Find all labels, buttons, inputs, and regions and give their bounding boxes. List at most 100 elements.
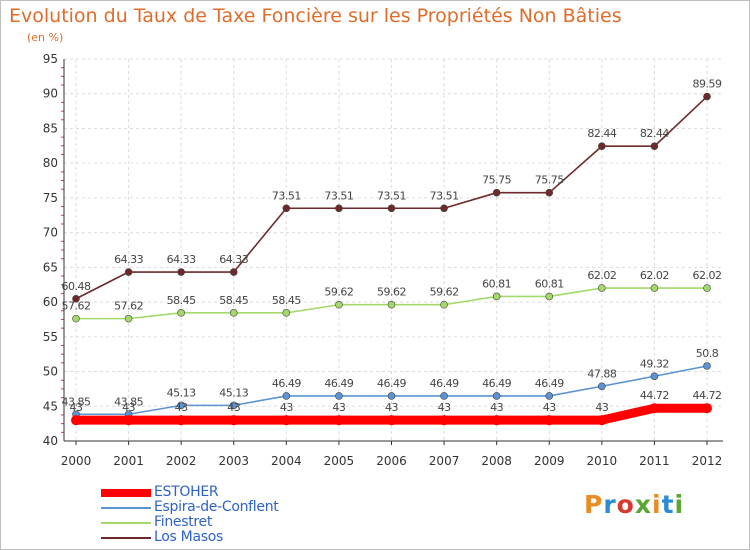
data-point [650, 372, 659, 381]
data-point [545, 188, 554, 197]
data-point [282, 392, 291, 400]
data-label: 43 [385, 401, 398, 414]
data-point [598, 382, 606, 391]
data-label: 58.45 [272, 294, 301, 307]
data-label: 59.62 [377, 286, 406, 299]
x-tick-label: 2003 [218, 454, 249, 468]
x-tick-label: 2011 [639, 454, 670, 468]
data-point [123, 415, 134, 426]
logo-letter: o [616, 490, 635, 519]
data-point [124, 268, 133, 276]
data-label: 62.02 [587, 269, 616, 282]
y-tick-label: 95 [43, 52, 58, 66]
logo-letter: x [634, 490, 652, 519]
data-label: 73.51 [430, 189, 459, 202]
data-label: 60.48 [62, 280, 91, 293]
data-label: 58.45 [167, 294, 196, 307]
data-label: 73.51 [377, 189, 406, 202]
y-tick-label: 55 [43, 330, 58, 344]
data-label: 60.81 [482, 277, 511, 290]
data-point [545, 392, 554, 400]
legend-swatch [101, 537, 151, 539]
data-point [649, 403, 660, 414]
data-label: 45.13 [219, 386, 248, 399]
data-point [650, 142, 659, 151]
data-label: 43 [227, 401, 240, 414]
x-tick-label: 2012 [692, 454, 723, 468]
data-label: 75.75 [482, 174, 511, 187]
data-label: 57.62 [62, 300, 91, 313]
data-point [229, 268, 238, 276]
data-point [387, 204, 396, 213]
data-point [229, 309, 238, 317]
unit-label: (en %) [27, 31, 64, 44]
y-tick-label: 60 [43, 295, 58, 309]
data-point [703, 92, 711, 101]
data-point [492, 292, 501, 301]
x-tick-label: 2008 [481, 454, 512, 468]
data-label: 82.44 [640, 127, 669, 140]
x-tick-label: 2004 [271, 454, 302, 468]
legend-label: ESTOHER [154, 484, 219, 500]
data-label: 46.49 [377, 377, 406, 390]
y-tick-label: 70 [43, 226, 58, 240]
y-tick-label: 80 [43, 156, 58, 170]
data-label: 43 [543, 401, 556, 414]
x-tick-label: 2002 [166, 454, 197, 468]
data-label: 43 [175, 401, 188, 414]
y-tick-label: 50 [43, 365, 58, 379]
data-point [72, 314, 80, 323]
data-point [702, 403, 712, 414]
data-point [598, 142, 606, 151]
data-point [335, 204, 343, 213]
data-label: 62.02 [640, 269, 669, 282]
data-point [387, 300, 396, 309]
data-label: 43 [70, 401, 83, 414]
data-point [492, 392, 501, 400]
data-label: 82.44 [587, 127, 616, 140]
data-label: 49.32 [640, 357, 669, 370]
legend-swatch [101, 522, 151, 524]
data-label: 47.88 [587, 367, 616, 380]
data-point [335, 392, 343, 400]
data-point [229, 401, 238, 410]
proxiti-logo: Proxiti [584, 490, 684, 519]
data-label: 46.49 [482, 377, 511, 390]
x-tick-label: 2001 [113, 454, 144, 468]
y-tick-label: 90 [43, 87, 58, 101]
data-point [598, 284, 606, 292]
data-point [544, 415, 555, 426]
data-label: 50.8 [696, 347, 719, 360]
data-point [124, 314, 133, 323]
data-point [491, 415, 502, 426]
data-label: 75.75 [535, 174, 564, 187]
data-point [282, 204, 291, 213]
data-point [650, 284, 659, 292]
data-point [387, 392, 396, 400]
data-label: 43 [280, 401, 293, 414]
data-label: 43.85 [114, 395, 143, 408]
data-label: 46.49 [535, 377, 564, 390]
data-label: 73.51 [324, 189, 353, 202]
logo-letter: r [603, 490, 617, 519]
data-point [439, 415, 450, 426]
data-point [440, 392, 448, 400]
logo-letter: t [661, 490, 675, 519]
x-tick-label: 2000 [61, 454, 92, 468]
data-label: 43 [438, 401, 451, 414]
legend-label: Finestret [154, 514, 213, 530]
data-label: 43 [122, 401, 135, 414]
data-point [333, 415, 344, 426]
data-point [703, 284, 711, 292]
legend-label: Los Masos [154, 529, 223, 545]
plot-area [64, 59, 723, 441]
data-label: 57.62 [114, 300, 143, 313]
data-point [177, 401, 185, 410]
legend-swatch [101, 507, 151, 509]
chart-title: Evolution du Taux de Taxe Foncière sur l… [9, 5, 622, 27]
data-label: 45.13 [167, 386, 196, 399]
data-point [176, 415, 187, 426]
data-label: 64.33 [219, 253, 248, 266]
data-label: 64.33 [167, 253, 196, 266]
